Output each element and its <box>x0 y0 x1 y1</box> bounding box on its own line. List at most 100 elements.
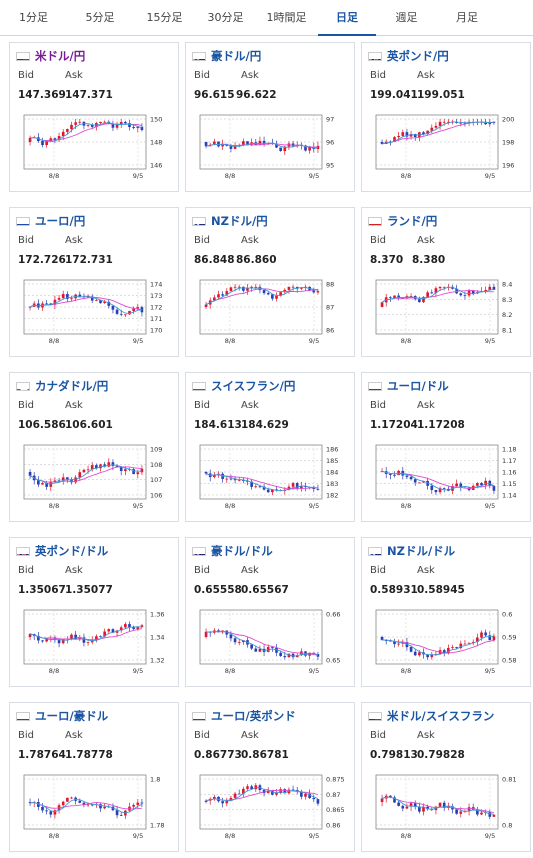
candlestick-chart: 1.18 1.17 1.16 1.15 1.14 8/8 9/5 <box>375 444 516 510</box>
price-chart[interactable]: 1.36 1.34 1.32 8/8 9/5 <box>14 604 174 680</box>
bid-label: Bid <box>194 400 210 411</box>
candlestick-chart: 97 96 95 8/8 9/5 <box>199 114 334 180</box>
rate-card[interactable]: ユーロ/円 Bid Ask 172.726 172.731 174 173 172 171 170… <box>9 207 179 357</box>
rate-card[interactable]: スイスフラン/円 Bid Ask 184.613 184.629 186 185 184 183… <box>185 372 355 522</box>
candle-body <box>380 302 384 307</box>
pair-name-link[interactable]: ランド/円 <box>387 214 438 228</box>
rate-card[interactable]: ユーロ/ドル Bid Ask 1.17204 1.17208 1.18 1.17 1.16 1.… <box>361 372 531 522</box>
tab-7[interactable]: 月足 <box>456 11 478 24</box>
price-chart[interactable]: 0.875 0.87 0.865 0.86 8/8 9/5 <box>190 769 350 845</box>
pair-name-link[interactable]: NZドル/円 <box>211 214 268 228</box>
candle-body <box>291 483 295 487</box>
candle-body <box>254 648 258 652</box>
candle-body <box>492 814 496 817</box>
price-chart[interactable]: 200 198 196 8/8 9/5 <box>366 109 526 185</box>
x-tick-label: 9/5 <box>485 337 495 345</box>
pair-name-link[interactable]: 豪ドル/円 <box>211 49 262 63</box>
pair-name-link[interactable]: 英ポンド/ドル <box>35 544 109 558</box>
price-chart[interactable]: 186 185 184 183 182 8/8 9/5 <box>190 439 350 515</box>
pair-name-link[interactable]: ユーロ/豪ドル <box>35 709 109 723</box>
candle-body <box>53 810 57 815</box>
candle-body <box>476 637 479 642</box>
tab-3[interactable]: 30分足 <box>207 11 244 24</box>
bid-value: 0.65558 <box>194 584 242 596</box>
candle-body <box>422 806 425 812</box>
rate-card[interactable]: 英ポンド/円 Bid Ask 199.041 199.051 200 198 196 8/8 9/… <box>361 42 531 192</box>
price-chart[interactable]: 97 96 95 8/8 9/5 <box>190 109 350 185</box>
rate-card[interactable]: NZドル/円 Bid Ask 86.848 86.860 88 87 86 8/8 9/5 <box>185 207 355 357</box>
tab-2[interactable]: 15分足 <box>146 11 183 24</box>
candle-body <box>492 485 496 491</box>
candle-body <box>124 121 127 124</box>
pair-name-link[interactable]: 英ポンド/円 <box>387 49 449 63</box>
price-chart[interactable]: 8.4 8.3 8.2 8.1 8/8 9/5 <box>366 274 526 350</box>
price-chart[interactable]: 0.6 0.59 0.58 8/8 9/5 <box>366 604 526 680</box>
price-chart[interactable]: 1.8 1.78 8/8 9/5 <box>14 769 174 845</box>
rate-card[interactable]: 米ドル/スイスフラン Bid Ask 0.79813 0.79828 0.81 0.8 8/8… <box>361 702 531 852</box>
rate-card[interactable]: ユーロ/英ポンド Bid Ask 0.86773 0.86781 0.875 0.87 0.8… <box>185 702 355 852</box>
x-tick-label: 8/8 <box>49 832 59 840</box>
rate-card[interactable]: カナダドル/円 Bid Ask 106.586 106.601 109 108 107 106 8… <box>9 372 179 522</box>
bid-label: Bid <box>370 730 386 741</box>
plot-frame <box>23 444 147 500</box>
tab-4[interactable]: 1時間足 <box>266 11 307 24</box>
tab-0[interactable]: 1分足 <box>19 11 48 24</box>
candle-body <box>225 630 229 635</box>
y-tick-label: 1.8 <box>150 776 160 784</box>
candle-body <box>426 292 429 297</box>
candle-body <box>45 638 48 642</box>
price-chart[interactable]: 109 108 107 106 8/8 9/5 <box>14 439 174 515</box>
price-chart[interactable]: 0.81 0.8 8/8 9/5 <box>366 769 526 845</box>
ask-label: Ask <box>241 70 259 81</box>
price-chart[interactable]: 88 87 86 8/8 9/5 <box>190 274 350 350</box>
pair-name-link[interactable]: ユーロ/ドル <box>387 379 449 393</box>
candle-body <box>111 305 115 310</box>
rate-card[interactable]: 米ドル/円 Bid Ask 147.369 147.371 150 148 146 8/8 9/5 <box>9 42 179 192</box>
tab-5[interactable]: 日足 <box>318 0 376 36</box>
candle-body <box>492 286 496 290</box>
pair-name-link[interactable]: ユーロ/英ポンド <box>211 709 296 723</box>
price-chart[interactable]: 1.18 1.17 1.16 1.15 1.14 8/8 9/5 <box>366 439 526 515</box>
tab-1[interactable]: 5分足 <box>85 11 115 24</box>
candle-body <box>99 804 102 809</box>
candle-body <box>463 295 467 297</box>
pair-name-link[interactable]: 豪ドル/ドル <box>211 544 273 558</box>
candle-body <box>492 121 496 123</box>
tab-6[interactable]: 週足 <box>395 11 418 24</box>
candle-body <box>430 485 434 490</box>
rate-card[interactable]: 英ポンド/ドル Bid Ask 1.35067 1.35077 1.36 1.34 1.32 8… <box>9 537 179 687</box>
candle-body <box>124 624 127 628</box>
candle-body <box>119 313 123 315</box>
pair-name-link[interactable]: NZドル/ドル <box>387 544 456 558</box>
candle-body <box>242 788 245 794</box>
rate-card[interactable]: ユーロ/豪ドル Bid Ask 1.78764 1.78778 1.8 1.78 8/8 9/5 <box>9 702 179 852</box>
candle-body <box>237 286 241 288</box>
bid-value: 184.613 <box>194 419 242 431</box>
candle-body <box>78 637 82 640</box>
candle-body <box>389 473 392 475</box>
rate-card[interactable]: 豪ドル/ドル Bid Ask 0.65558 0.65567 0.66 0.65 8/8 9/5 <box>185 537 355 687</box>
candlestick-chart: 8.4 8.3 8.2 8.1 8/8 9/5 <box>375 279 512 345</box>
candle-body <box>57 298 61 300</box>
rate-card[interactable]: ランド/円 Bid Ask 8.370 8.380 8.4 8.3 8.2 8.1 8/8 9/5 <box>361 207 531 357</box>
candle-body <box>99 121 102 124</box>
candle-body <box>136 802 140 805</box>
pair-name-link[interactable]: 米ドル/スイスフラン <box>387 709 495 723</box>
ask-label: Ask <box>65 235 83 246</box>
candle-body <box>434 288 438 294</box>
pair-name-link[interactable]: スイスフラン/円 <box>211 379 296 393</box>
price-chart[interactable]: 150 148 146 8/8 9/5 <box>14 109 174 185</box>
candle-body <box>455 809 458 814</box>
candle-body <box>246 786 249 789</box>
card-header: 英ポンド/円 <box>368 49 449 63</box>
pair-name-link[interactable]: 米ドル/円 <box>35 49 86 63</box>
moving-average-long <box>30 801 142 810</box>
ask-label: Ask <box>241 400 259 411</box>
rate-card[interactable]: NZドル/ドル Bid Ask 0.58931 0.58945 0.6 0.59 0.58 8/… <box>361 537 531 687</box>
price-chart[interactable]: 174 173 172 171 170 8/8 9/5 <box>14 274 174 350</box>
candle-body <box>225 800 229 804</box>
pair-name-link[interactable]: カナダドル/円 <box>35 379 109 393</box>
price-chart[interactable]: 0.66 0.65 8/8 9/5 <box>190 604 350 680</box>
pair-name-link[interactable]: ユーロ/円 <box>35 214 86 228</box>
rate-card[interactable]: 豪ドル/円 Bid Ask 96.615 96.622 97 96 95 8/8 9/5 <box>185 42 355 192</box>
